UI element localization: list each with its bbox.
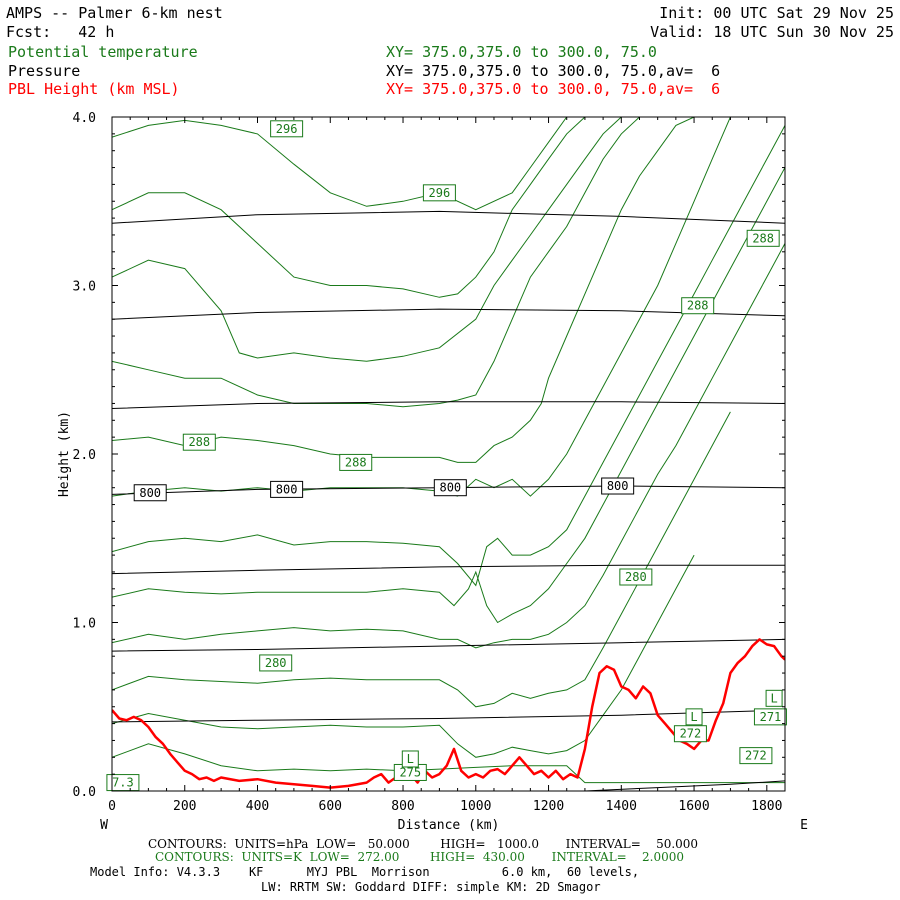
west-label: W xyxy=(100,818,108,833)
theta-contour xyxy=(112,554,695,758)
x-tick-label: 1600 xyxy=(678,799,709,814)
cross-section-theta: XY= 375.0,375.0 to 300.0, 75.0 xyxy=(386,43,657,61)
theta-contour-label: 288 xyxy=(752,231,774,245)
y-tick-label: 4.0 xyxy=(73,111,96,126)
footer-physics-info: LW: RRTM SW: Goddard DIFF: simple KM: 2D… xyxy=(261,880,601,894)
pressure-contour xyxy=(112,638,785,652)
theta-contour-label-box xyxy=(685,708,703,726)
theta-contour-label: 275 xyxy=(399,765,421,779)
theta-contour-label: 7.3 xyxy=(112,776,134,790)
theta-contour-label: 296 xyxy=(429,186,451,200)
x-tick-label: 1400 xyxy=(606,799,637,814)
theta-contour-label: 280 xyxy=(625,570,647,584)
y-tick-label: 2.0 xyxy=(73,448,96,463)
cross-section-pressure: XY= 375.0,375.0 to 300.0, 75.0,av= 6 xyxy=(386,62,721,80)
theta-contour-label: 272 xyxy=(680,727,702,741)
y-tick-label: 0.0 xyxy=(73,785,96,800)
pressure-contour-label-box xyxy=(433,479,467,497)
pressure-contour xyxy=(112,709,785,723)
field-label-theta: Potential temperature xyxy=(8,43,198,61)
pressure-contour xyxy=(112,308,785,320)
theta-contour xyxy=(112,411,731,708)
pressure-contour-label-box xyxy=(133,484,167,502)
theta-contour-label-box xyxy=(753,708,787,726)
theta-contour-label-box xyxy=(339,453,373,471)
theta-contour-label-box xyxy=(182,433,216,451)
theta-contour-label: 288 xyxy=(188,435,210,449)
theta-contour-label: 296 xyxy=(276,122,298,136)
theta-contour-label: 280 xyxy=(265,656,287,670)
theta-contour xyxy=(112,117,568,211)
theta-contour-label-box xyxy=(765,689,783,707)
pressure-contour-label-box xyxy=(601,477,635,495)
theta-contour xyxy=(112,743,785,784)
cross-section-pbl: XY= 375.0,375.0 to 300.0, 75.0,av= 6 xyxy=(386,80,721,98)
plot-frame xyxy=(111,116,786,792)
theta-contour xyxy=(112,125,785,587)
east-label: E xyxy=(800,818,808,833)
pressure-contour xyxy=(112,210,785,224)
x-tick-label: 800 xyxy=(391,799,414,814)
theta-contour-label-box xyxy=(673,725,707,743)
y-tick-label: 1.0 xyxy=(73,617,96,632)
pressure-contour-label: 800 xyxy=(439,481,461,495)
pressure-contour-label: 800 xyxy=(607,479,629,493)
theta-contour-label: 288 xyxy=(345,455,367,469)
pressure-contour-label: 800 xyxy=(139,486,161,500)
theta-contour xyxy=(112,167,785,624)
plot-title: AMPS -- Palmer 6-km nest xyxy=(6,4,223,22)
y-axis-label: Height (km) xyxy=(57,411,72,497)
theta-contour xyxy=(112,117,586,298)
theta-contour-label: L xyxy=(407,752,414,766)
pressure-contour xyxy=(112,401,785,409)
theta-contour-label: L xyxy=(690,710,697,724)
pressure-contour-label-box xyxy=(270,480,304,498)
theta-contour-label-box xyxy=(619,568,653,586)
x-tick-label: 1000 xyxy=(460,799,491,814)
y-tick-label: 3.0 xyxy=(73,280,96,295)
footer-pressure-contours: CONTOURS: UNITS=hPa LOW= 50.000 HIGH= 10… xyxy=(148,837,699,851)
x-tick-label: 1800 xyxy=(751,799,782,814)
footer-model-info: Model Info: V4.3.3 KF MYJ PBL Morrison 6… xyxy=(90,865,640,879)
valid-time: Valid: 18 UTC Sun 30 Nov 25 xyxy=(650,23,894,41)
theta-contour-label-box xyxy=(422,184,456,202)
theta-contour-label-box xyxy=(270,120,304,138)
init-time: Init: 00 UTC Sat 29 Nov 25 xyxy=(659,4,894,22)
pbl-height-line xyxy=(112,638,785,789)
theta-contour xyxy=(112,243,785,649)
x-tick-label: 400 xyxy=(246,799,269,814)
theta-contour-label: L xyxy=(770,691,777,705)
theta-contour-label: 271 xyxy=(760,710,782,724)
x-axis-label: Distance (km) xyxy=(398,818,500,833)
pressure-contour xyxy=(112,564,785,575)
theta-contour xyxy=(112,117,695,463)
footer-theta-contours: CONTOURS: UNITS=K LOW= 272.00 HIGH= 430.… xyxy=(155,850,684,864)
theta-contour-label-box xyxy=(259,654,293,672)
x-tick-label: 1200 xyxy=(533,799,564,814)
field-label-pbl: PBL Height (km MSL) xyxy=(8,80,180,98)
theta-contour-label-box xyxy=(681,297,715,315)
theta-contour-label-box xyxy=(401,750,419,768)
theta-contour xyxy=(112,117,622,362)
field-label-pressure: Pressure xyxy=(8,62,81,80)
pressure-contour-label: 800 xyxy=(276,482,298,496)
forecast-hour: Fcst: 42 h xyxy=(6,23,115,41)
x-tick-label: 600 xyxy=(319,799,342,814)
x-tick-label: 200 xyxy=(173,799,196,814)
theta-contour-label-box xyxy=(746,229,780,247)
theta-contour-label: 272 xyxy=(745,749,767,763)
theta-contour xyxy=(112,117,731,497)
x-tick-label: 0 xyxy=(108,799,116,814)
theta-contour-label-box xyxy=(739,747,773,765)
theta-contour xyxy=(112,117,640,408)
theta-contour-label: 288 xyxy=(687,299,709,313)
